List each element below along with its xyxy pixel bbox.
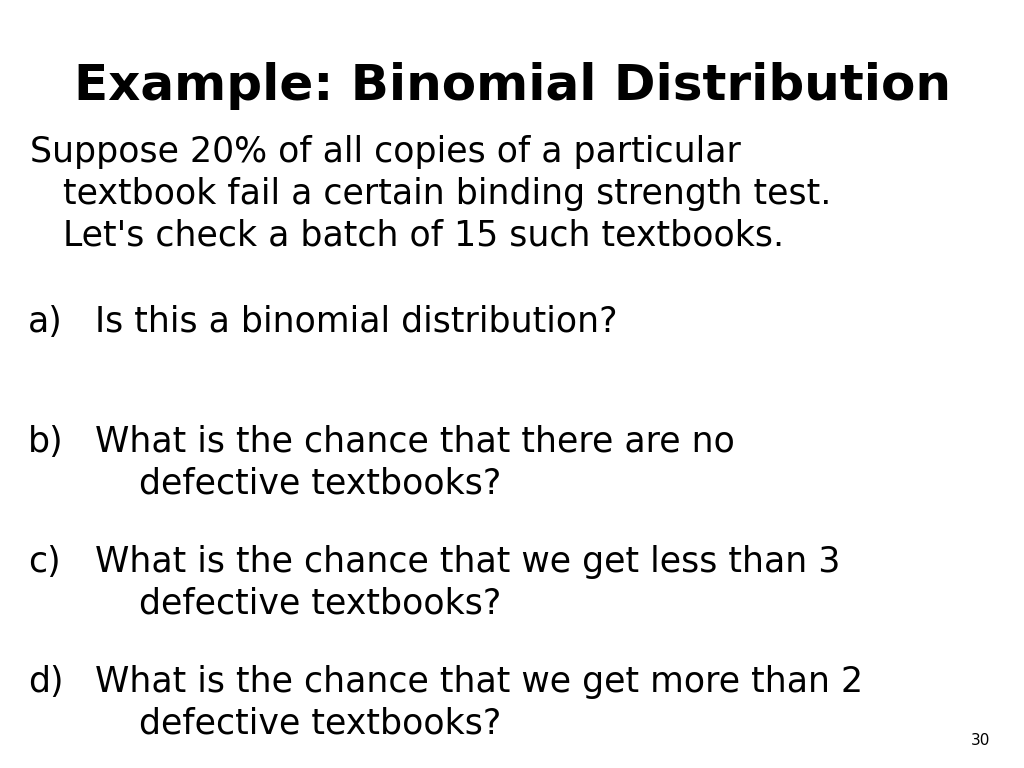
Text: defective textbooks?: defective textbooks?	[95, 467, 502, 501]
Text: Suppose 20% of all copies of a particular: Suppose 20% of all copies of a particula…	[30, 135, 741, 169]
Text: What is the chance that there are no: What is the chance that there are no	[95, 425, 735, 459]
Text: b): b)	[28, 425, 63, 459]
Text: What is the chance that we get more than 2: What is the chance that we get more than…	[95, 665, 863, 699]
Text: Example: Binomial Distribution: Example: Binomial Distribution	[74, 62, 950, 110]
Text: textbook fail a certain binding strength test.: textbook fail a certain binding strength…	[30, 177, 831, 211]
Text: defective textbooks?: defective textbooks?	[95, 707, 502, 741]
Text: 30: 30	[971, 733, 990, 748]
Text: Is this a binomial distribution?: Is this a binomial distribution?	[95, 305, 617, 339]
Text: c): c)	[28, 545, 60, 579]
Text: What is the chance that we get less than 3: What is the chance that we get less than…	[95, 545, 841, 579]
Text: defective textbooks?: defective textbooks?	[95, 587, 502, 621]
Text: Let's check a batch of 15 such textbooks.: Let's check a batch of 15 such textbooks…	[30, 219, 784, 253]
Text: d): d)	[28, 665, 63, 699]
Text: a): a)	[28, 305, 62, 339]
